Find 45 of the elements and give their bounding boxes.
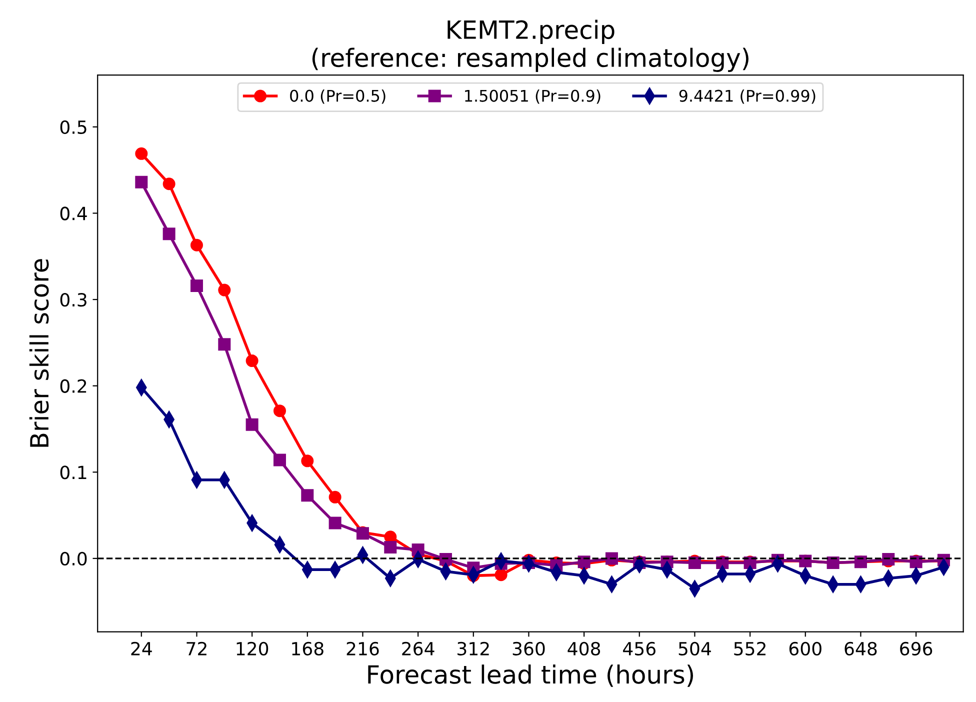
x-tick-label: 264 [402, 642, 434, 656]
x-tick-label: 168 [292, 642, 324, 656]
point [246, 354, 258, 368]
point [190, 238, 203, 252]
y-tick-label: 0.2 [60, 379, 86, 393]
point [494, 568, 508, 582]
point [162, 228, 176, 240]
point [218, 284, 231, 296]
y-tick-label: 0.5 [60, 120, 86, 134]
x-tick-label: 648 [844, 642, 877, 656]
point [301, 489, 314, 502]
y-tick-label: 0.4 [60, 206, 87, 220]
legend-label: 0.0 (Pr=0.5) [290, 90, 386, 104]
x-tick-label: 120 [236, 642, 268, 656]
point [328, 490, 342, 504]
point [328, 516, 342, 530]
point [218, 338, 231, 351]
point [301, 454, 314, 468]
x-tick-label: 360 [512, 642, 545, 656]
x-tick-label: 312 [458, 642, 489, 656]
x-tick-label: 504 [678, 642, 711, 656]
point [273, 454, 286, 466]
x-tick-label: 456 [623, 642, 656, 656]
x-tick-label: 696 [900, 642, 932, 656]
point [384, 540, 397, 554]
y-tick-label: 0.0 [60, 552, 87, 566]
point [162, 178, 176, 190]
x-tick-label: 600 [789, 642, 822, 656]
x-tick-label: 408 [568, 642, 600, 656]
point [190, 279, 203, 292]
x-tick-label: 216 [346, 642, 379, 656]
x-axis-title: Forecast lead time (hours) [368, 664, 694, 687]
y-tick-label: 0.3 [60, 292, 86, 307]
x-tick-label: 72 [186, 642, 206, 656]
chart-title: KEMT2.precip (reference: resampled climatology) [312, 20, 748, 72]
x-tick-label: 552 [734, 642, 766, 656]
point [135, 147, 148, 160]
point [135, 176, 148, 188]
point [246, 418, 258, 431]
point [273, 404, 286, 418]
x-tick-label: 24 [131, 642, 152, 656]
legend-label: 9.4421 (Pr=0.99) [679, 90, 816, 104]
legend-label: 1.50051 (Pr=0.9) [465, 90, 600, 104]
y-axis-title: Brier skill score [29, 259, 49, 447]
y-tick-label: 0.1 [60, 466, 86, 480]
